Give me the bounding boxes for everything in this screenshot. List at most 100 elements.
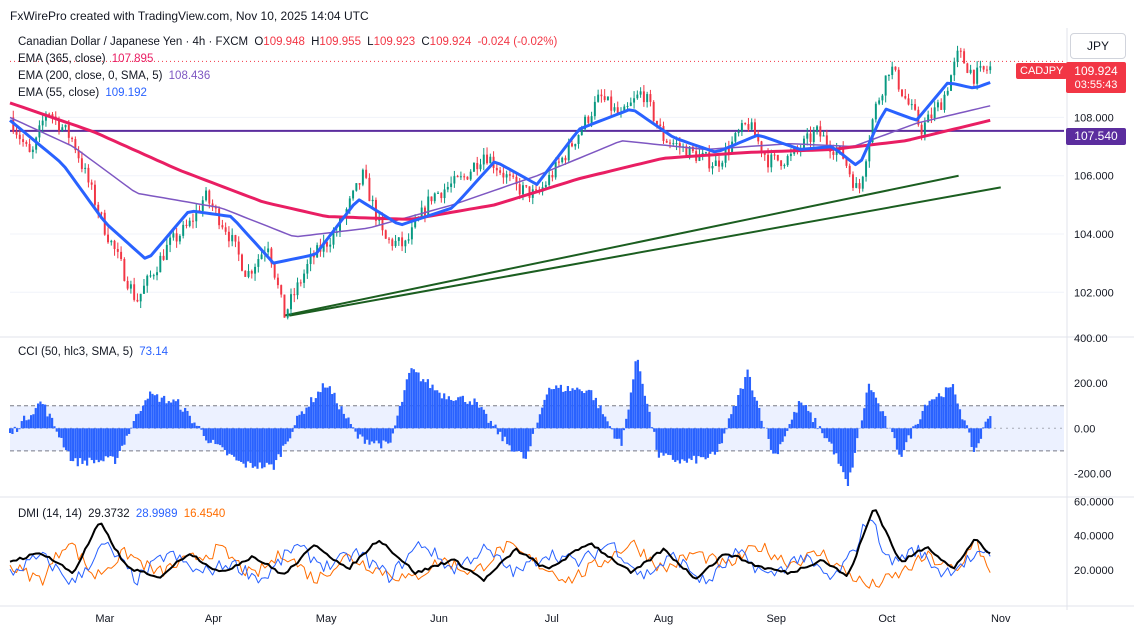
candle: [548, 169, 551, 188]
cci-bar: [779, 428, 782, 445]
candle-body: [414, 220, 417, 228]
candle: [593, 96, 596, 120]
candle-body: [522, 185, 524, 195]
candle: [737, 128, 740, 137]
candle: [848, 163, 851, 178]
ema365-legend[interactable]: EMA (365, close) 107.895: [18, 53, 156, 65]
cci-bar: [459, 396, 462, 429]
candle-body: [486, 154, 489, 164]
last-price-value: 109.924: [1074, 64, 1118, 78]
ema200-label: EMA (200, close, 0, SMA, 5): [18, 70, 163, 82]
cci-bar: [391, 428, 394, 434]
ema200-line: [9, 105, 991, 238]
cci-bar: [95, 428, 98, 460]
cci-bar: [907, 428, 910, 436]
candle-body: [600, 94, 603, 97]
cci-bar: [436, 390, 439, 429]
cci-bar: [531, 428, 534, 434]
cci-bar: [669, 428, 672, 456]
cci-bar: [128, 428, 131, 435]
cci-bar: [368, 428, 371, 445]
cci-bar: [405, 379, 408, 429]
candle: [25, 140, 28, 147]
cci-bar: [116, 428, 119, 458]
cci-bar: [454, 400, 457, 429]
candle: [744, 122, 747, 126]
candle: [940, 98, 943, 110]
candle-body: [211, 203, 214, 208]
candle: [260, 251, 263, 260]
candle: [139, 293, 142, 309]
time-tick-label: Jun: [430, 613, 448, 625]
cci-bar: [27, 419, 30, 429]
candle-body: [753, 122, 756, 137]
cci-bar: [135, 414, 138, 429]
open-label: O: [254, 36, 264, 48]
cci-bar: [373, 428, 376, 444]
cci-bar: [823, 428, 826, 439]
candle-body: [626, 105, 629, 107]
candle: [74, 136, 77, 154]
candle: [476, 156, 479, 176]
cci-bar: [394, 425, 397, 429]
cci-bar: [548, 387, 551, 429]
cci-bar: [849, 428, 852, 473]
candle-body: [394, 240, 397, 247]
ema200-legend[interactable]: EMA (200, close, 0, SMA, 5) 108.436: [18, 70, 213, 82]
cci-legend[interactable]: CCI (50, hlc3, SMA, 5) 73.14: [18, 346, 171, 358]
ema365-value: 107.895: [111, 53, 154, 65]
cci-bar: [249, 428, 252, 463]
candle-body: [972, 69, 975, 84]
cci-bar: [872, 392, 875, 429]
time-tick-label: Jul: [545, 613, 559, 625]
candle-body: [590, 116, 593, 123]
cci-bar: [583, 393, 586, 429]
cci-bar: [347, 417, 350, 429]
candle-body: [737, 131, 740, 134]
candle-body: [691, 146, 694, 152]
cci-bar: [471, 404, 474, 429]
candle-body: [280, 285, 283, 295]
candle: [901, 89, 903, 98]
cci-bar: [562, 391, 565, 429]
candle: [757, 130, 760, 145]
cci-bar: [716, 428, 719, 452]
candle: [649, 89, 652, 107]
cci-bar: [438, 392, 441, 429]
candle: [472, 162, 475, 173]
candle-body: [250, 271, 253, 274]
candle: [384, 229, 387, 240]
candle-body: [495, 167, 498, 171]
candle-body: [423, 207, 426, 216]
cci-bar: [156, 394, 159, 429]
dmi-legend[interactable]: DMI (14, 14) 29.3732 28.9989 16.4540: [18, 508, 228, 520]
candle: [816, 125, 819, 135]
candle-body: [208, 190, 211, 204]
ema55-legend[interactable]: EMA (55, close) 109.192: [18, 87, 150, 99]
candle: [368, 173, 371, 202]
candle-body: [757, 136, 760, 142]
price-tick-label: 108.000: [1074, 112, 1114, 124]
cci-bar: [737, 394, 740, 429]
cci-bar: [275, 428, 278, 461]
cci-bar: [655, 428, 658, 450]
cci-bar: [984, 421, 987, 429]
cci-bar: [690, 428, 693, 461]
currency-button[interactable]: JPY: [1070, 33, 1126, 59]
candle-body: [201, 200, 204, 212]
cci-bar: [760, 420, 763, 429]
candle-body: [927, 114, 930, 123]
cci-bar: [53, 426, 56, 429]
candle-body: [93, 184, 96, 205]
candle-body: [152, 275, 155, 277]
cci-bar: [93, 428, 96, 464]
candle: [123, 257, 126, 282]
cci-bar: [67, 428, 70, 452]
close-label: C: [421, 36, 430, 48]
candle-body: [881, 95, 884, 101]
time-tick-label: Oct: [878, 613, 895, 625]
cci-bar: [683, 428, 686, 461]
candle: [64, 124, 67, 130]
candle: [142, 279, 145, 294]
